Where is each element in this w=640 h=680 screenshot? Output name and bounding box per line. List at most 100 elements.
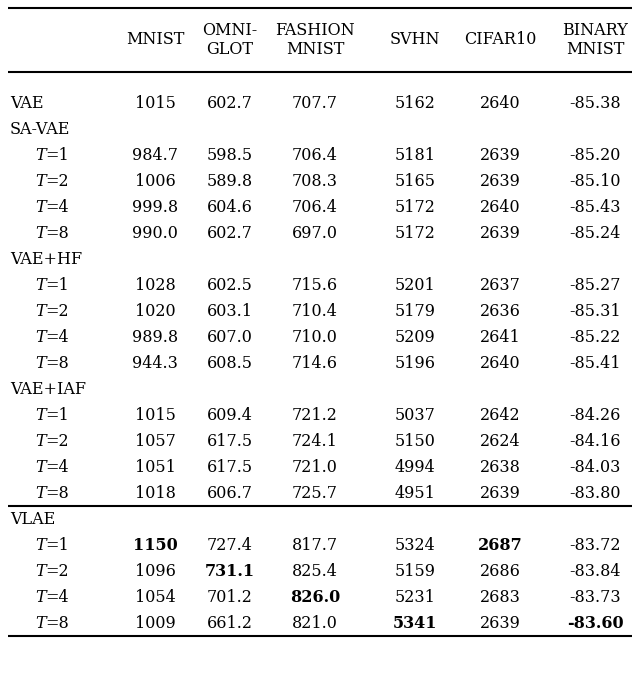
Text: 944.3: 944.3 [132, 354, 178, 371]
Text: -83.60: -83.60 [566, 615, 623, 632]
Text: 989.8: 989.8 [132, 328, 178, 345]
Text: 602.7: 602.7 [207, 224, 253, 241]
Text: T: T [35, 303, 45, 320]
Text: -85.31: -85.31 [569, 303, 621, 320]
Text: =8: =8 [45, 224, 68, 241]
Text: 701.2: 701.2 [207, 588, 253, 605]
Text: BINARY
MNIST: BINARY MNIST [562, 22, 628, 58]
Text: 721.0: 721.0 [292, 458, 338, 475]
Text: 661.2: 661.2 [207, 615, 253, 632]
Text: T: T [35, 432, 45, 449]
Text: 5209: 5209 [395, 328, 435, 345]
Text: =8: =8 [45, 615, 68, 632]
Text: VAE: VAE [10, 95, 44, 112]
Text: 2687: 2687 [477, 537, 522, 554]
Text: T: T [35, 458, 45, 475]
Text: 1051: 1051 [134, 458, 175, 475]
Text: 604.6: 604.6 [207, 199, 253, 216]
Text: 2636: 2636 [479, 303, 520, 320]
Text: 5181: 5181 [394, 146, 435, 163]
Text: VLAE: VLAE [10, 511, 55, 528]
Text: 602.5: 602.5 [207, 277, 253, 294]
Text: 4994: 4994 [395, 458, 435, 475]
Text: 598.5: 598.5 [207, 146, 253, 163]
Text: 817.7: 817.7 [292, 537, 338, 554]
Text: 706.4: 706.4 [292, 199, 338, 216]
Text: -83.80: -83.80 [569, 484, 621, 502]
Text: 5341: 5341 [393, 615, 437, 632]
Text: OMNI-
GLOT: OMNI- GLOT [202, 22, 258, 58]
Text: T: T [35, 199, 45, 216]
Text: T: T [35, 484, 45, 502]
Text: 589.8: 589.8 [207, 173, 253, 190]
Text: T: T [35, 277, 45, 294]
Text: VAE+HF: VAE+HF [10, 250, 82, 267]
Text: =2: =2 [45, 173, 68, 190]
Text: 1020: 1020 [134, 303, 175, 320]
Text: -85.38: -85.38 [569, 95, 621, 112]
Text: T: T [35, 537, 45, 554]
Text: T: T [35, 146, 45, 163]
Text: 5231: 5231 [395, 588, 435, 605]
Text: 5179: 5179 [394, 303, 435, 320]
Text: 1054: 1054 [134, 588, 175, 605]
Text: 1150: 1150 [132, 537, 177, 554]
Text: 826.0: 826.0 [290, 588, 340, 605]
Text: T: T [35, 588, 45, 605]
Text: 2637: 2637 [479, 277, 520, 294]
Text: =2: =2 [45, 432, 68, 449]
Text: 5172: 5172 [395, 224, 435, 241]
Text: 714.6: 714.6 [292, 354, 338, 371]
Text: 2638: 2638 [479, 458, 520, 475]
Text: T: T [35, 615, 45, 632]
Text: 1006: 1006 [134, 173, 175, 190]
Text: 821.0: 821.0 [292, 615, 338, 632]
Text: =1: =1 [45, 537, 68, 554]
Text: 708.3: 708.3 [292, 173, 338, 190]
Text: -85.10: -85.10 [569, 173, 621, 190]
Text: =2: =2 [45, 303, 68, 320]
Text: 1015: 1015 [134, 407, 175, 424]
Text: 2639: 2639 [479, 615, 520, 632]
Text: =1: =1 [45, 407, 68, 424]
Text: 1028: 1028 [134, 277, 175, 294]
Text: 2639: 2639 [479, 146, 520, 163]
Text: =4: =4 [45, 199, 68, 216]
Text: 2640: 2640 [480, 199, 520, 216]
Text: -84.16: -84.16 [569, 432, 621, 449]
Text: 617.5: 617.5 [207, 432, 253, 449]
Text: 999.8: 999.8 [132, 199, 178, 216]
Text: 608.5: 608.5 [207, 354, 253, 371]
Text: FASHION
MNIST: FASHION MNIST [275, 22, 355, 58]
Text: -84.26: -84.26 [570, 407, 621, 424]
Text: 725.7: 725.7 [292, 484, 338, 502]
Text: =8: =8 [45, 484, 68, 502]
Text: 706.4: 706.4 [292, 146, 338, 163]
Text: SVHN: SVHN [390, 31, 440, 48]
Text: 1015: 1015 [134, 95, 175, 112]
Text: 607.0: 607.0 [207, 328, 253, 345]
Text: 1057: 1057 [134, 432, 175, 449]
Text: 2640: 2640 [480, 95, 520, 112]
Text: =4: =4 [45, 588, 68, 605]
Text: 710.4: 710.4 [292, 303, 338, 320]
Text: 727.4: 727.4 [207, 537, 253, 554]
Text: 731.1: 731.1 [205, 562, 255, 579]
Text: 5172: 5172 [395, 199, 435, 216]
Text: -83.72: -83.72 [569, 537, 621, 554]
Text: =1: =1 [45, 146, 68, 163]
Text: -84.03: -84.03 [570, 458, 621, 475]
Text: -85.41: -85.41 [569, 354, 621, 371]
Text: 2641: 2641 [479, 328, 520, 345]
Text: -85.27: -85.27 [569, 277, 621, 294]
Text: T: T [35, 328, 45, 345]
Text: =4: =4 [45, 458, 68, 475]
Text: 5159: 5159 [394, 562, 435, 579]
Text: 825.4: 825.4 [292, 562, 338, 579]
Text: 2624: 2624 [480, 432, 520, 449]
Text: 5037: 5037 [395, 407, 435, 424]
Text: 5201: 5201 [395, 277, 435, 294]
Text: T: T [35, 562, 45, 579]
Text: 609.4: 609.4 [207, 407, 253, 424]
Text: VAE+IAF: VAE+IAF [10, 381, 86, 398]
